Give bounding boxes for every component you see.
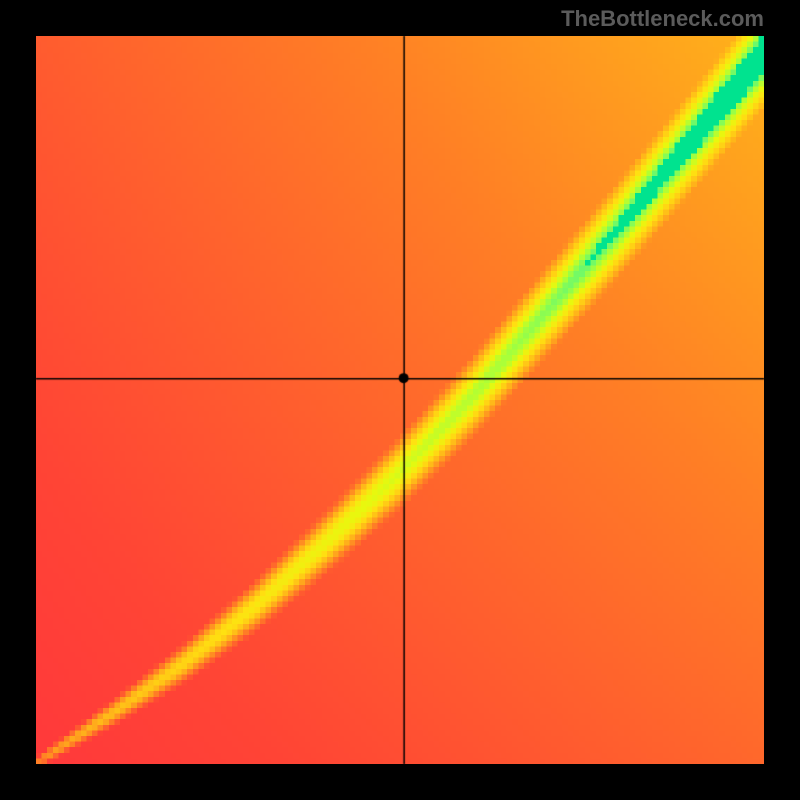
watermark-text: TheBottleneck.com — [561, 6, 764, 32]
overlay-canvas — [0, 0, 800, 800]
chart-container: TheBottleneck.com — [0, 0, 800, 800]
